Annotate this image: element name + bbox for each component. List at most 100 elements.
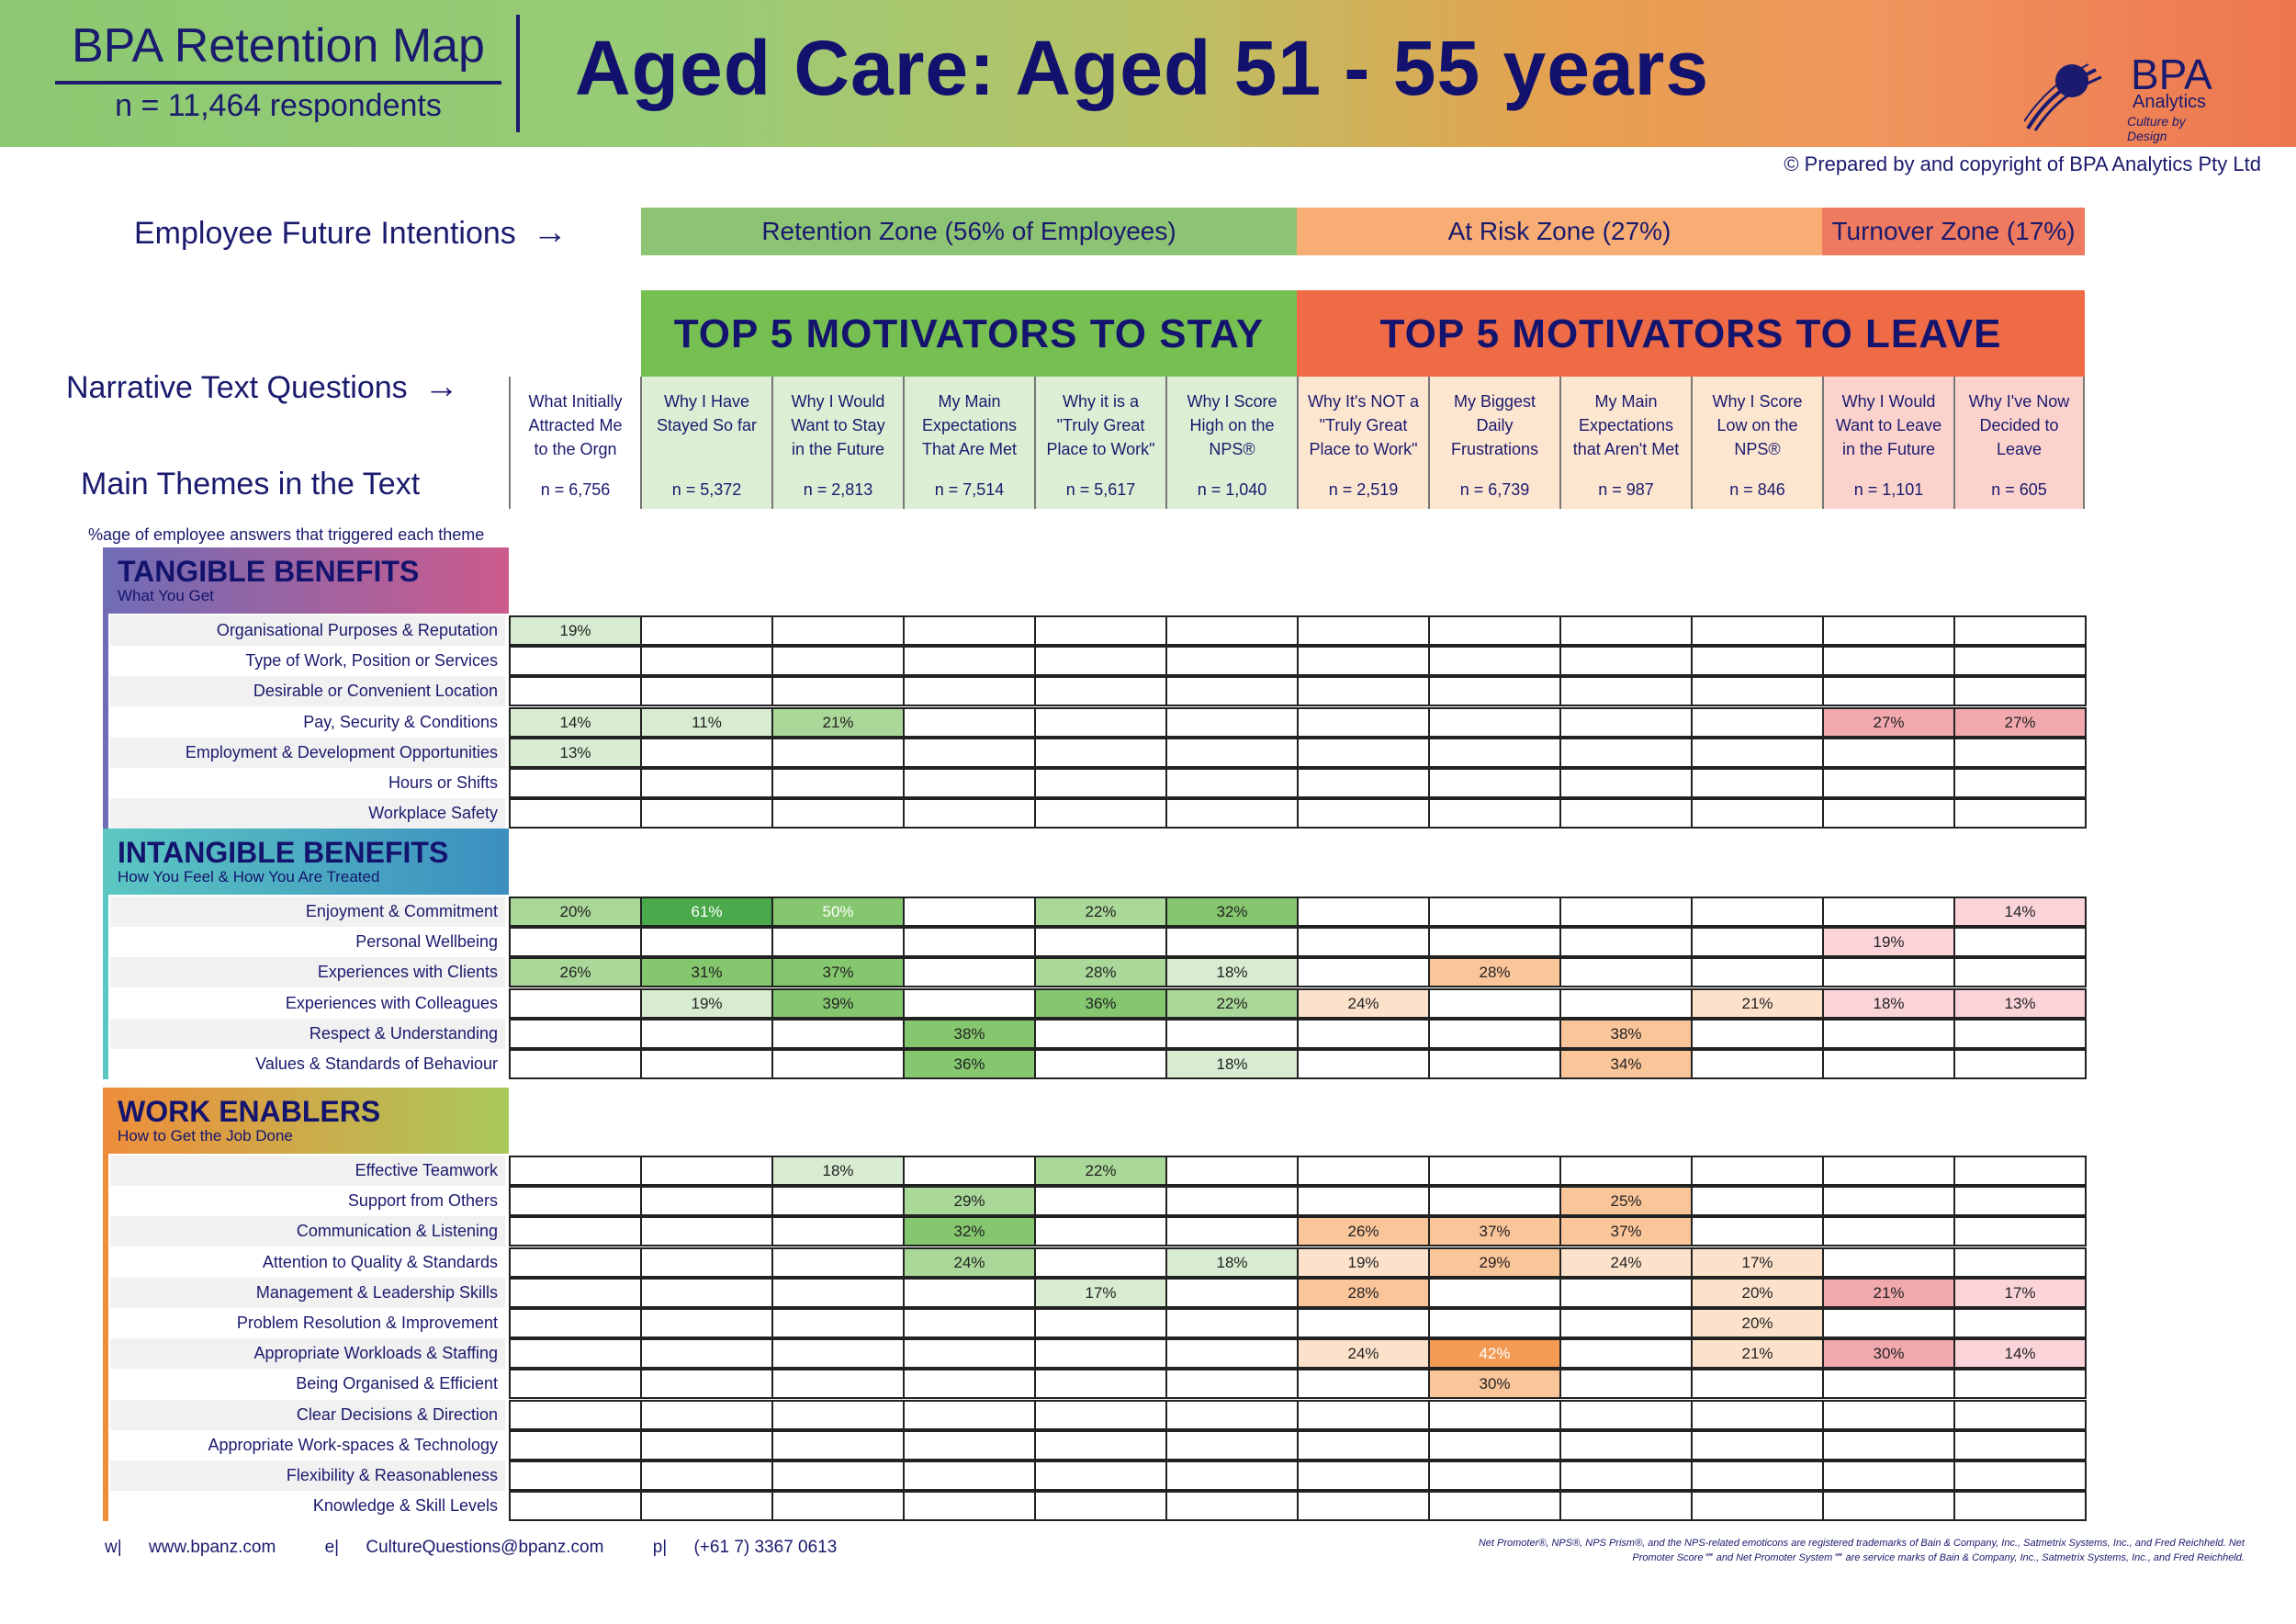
heatmap-cell <box>1297 768 1430 798</box>
question-column-header: Why I Have Stayed So far n = 5,372 <box>640 377 771 509</box>
heatmap-cell <box>1559 798 1693 829</box>
heatmap-cell <box>771 1186 905 1217</box>
heatmap-cell <box>1034 615 1167 646</box>
heatmap-cell <box>640 1399 773 1430</box>
narrative-questions-label: Narrative Text Questions → <box>66 367 459 407</box>
heatmap-cell <box>1559 646 1693 677</box>
question-text: Why It's NOT a "Truly Great Place to Wor… <box>1307 392 1420 458</box>
question-text: My Main Expectations that Aren't Met <box>1572 392 1680 458</box>
heatmap-cell <box>771 676 905 707</box>
theme-label: Hours or Shifts <box>388 773 498 792</box>
heatmap-cell <box>1034 676 1167 707</box>
heatmap-cell <box>1165 615 1299 646</box>
theme-label: Support from Others <box>347 1191 498 1211</box>
heatmap-cell <box>771 1491 905 1522</box>
turnover-zone: Turnover Zone (17%) <box>1822 208 2085 255</box>
contact-footer: w| www.bpanz.com e| CultureQuestions@bpa… <box>105 1538 881 1558</box>
theme-label: Type of Work, Position or Services <box>245 651 498 671</box>
heatmap-cell <box>1691 1186 1824 1217</box>
question-sample-size: n = 605 <box>1991 480 2047 499</box>
theme-label: Organisational Purposes & Reputation <box>110 615 505 646</box>
logo-tagline: Culture by Design <box>2127 114 2186 143</box>
heatmap-cell: 19% <box>1822 927 1955 958</box>
heatmap-cell: 27% <box>1822 706 1955 738</box>
heatmap-cell: 18% <box>1165 957 1299 988</box>
heatmap-cell <box>640 1369 773 1400</box>
heatmap-cell <box>1822 1460 1955 1491</box>
heatmap-cell: 13% <box>509 737 642 768</box>
heatmap-cell <box>1691 897 1824 927</box>
heatmap-cell <box>1034 1246 1167 1278</box>
heatmap-cell <box>1953 1186 2087 1217</box>
heatmap-cell <box>1953 646 2087 677</box>
heatmap-cell <box>1297 798 1430 829</box>
heatmap-cell <box>509 1277 642 1308</box>
heatmap-cell <box>771 927 905 958</box>
heatmap-cell <box>1559 1277 1693 1308</box>
question-sample-size: n = 5,372 <box>671 480 742 499</box>
category-header: WORK ENABLERS How to Get the Job Done <box>103 1088 509 1154</box>
heatmap-cell <box>1428 1049 1561 1079</box>
heatmap-cell <box>1559 1156 1693 1186</box>
heatmap-cell <box>903 1277 1036 1308</box>
heatmap-cell <box>903 676 1036 707</box>
heatmap-cell: 38% <box>903 1018 1036 1049</box>
heatmap-cell <box>1428 1308 1561 1338</box>
heatmap-cell <box>1165 737 1299 768</box>
category-side-bar <box>103 895 108 1080</box>
heatmap-cell <box>1953 1308 2087 1338</box>
heatmap-cell <box>640 798 773 829</box>
heatmap-cell <box>1953 1399 2087 1430</box>
theme-label: Values & Standards of Behaviour <box>255 1054 498 1073</box>
theme-label: Attention to Quality & Standards <box>262 1252 498 1271</box>
heatmap-cell <box>771 1429 905 1460</box>
heatmap-cell <box>903 615 1036 646</box>
heatmap-cell <box>1822 1429 1955 1460</box>
heatmap-cell <box>640 1460 773 1491</box>
theme-label: Knowledge & Skill Levels <box>312 1496 498 1516</box>
heatmap-cell: 29% <box>1428 1246 1561 1278</box>
heatmap-cell <box>771 1277 905 1308</box>
heatmap-cell: 11% <box>640 706 773 738</box>
right-arrow-icon: → <box>532 213 568 252</box>
heatmap-cell <box>1428 987 1561 1019</box>
heatmap-cell <box>1297 706 1430 738</box>
brand-title: BPA Retention Map <box>72 19 485 73</box>
heatmap-cell <box>771 615 905 646</box>
heatmap-cell <box>1034 706 1167 738</box>
website-link[interactable]: www.bpanz.com <box>148 1538 276 1557</box>
heatmap-cell <box>640 1246 773 1278</box>
theme-label: Communication & Listening <box>110 1216 505 1247</box>
email-link[interactable]: CultureQuestions@bpanz.com <box>366 1538 604 1557</box>
heatmap-cell <box>771 768 905 798</box>
bpa-logo: BPA Analytics Culture by Design <box>2024 50 2212 143</box>
question-column-header: My Biggest Daily Frustrations n = 6,739 <box>1428 377 1559 509</box>
heatmap-cell <box>1691 676 1824 707</box>
heatmap-cell <box>1165 676 1299 707</box>
main-themes-label: Main Themes in the Text <box>81 467 421 502</box>
heatmap-cell <box>1691 1460 1824 1491</box>
category-name: TANGIBLE BENEFITS <box>118 555 420 588</box>
heatmap-cell <box>1822 897 1955 927</box>
question-sample-size: n = 5,617 <box>1065 480 1136 499</box>
heatmap-cell <box>1165 768 1299 798</box>
category-subtitle: How You Feel & How You Are Treated <box>118 868 380 885</box>
heatmap-cell <box>640 1491 773 1522</box>
heatmap-cell: 24% <box>1297 987 1430 1019</box>
heatmap-cell: 26% <box>1297 1216 1430 1247</box>
question-sample-size: n = 1,101 <box>1853 480 1924 499</box>
heatmap-cell <box>903 798 1036 829</box>
heatmap-cell <box>1034 1369 1167 1400</box>
heatmap-cell: 21% <box>771 706 905 738</box>
heatmap-cell: 22% <box>1034 1156 1167 1186</box>
heatmap-cell: 20% <box>1691 1277 1824 1308</box>
heatmap-cell <box>1428 1460 1561 1491</box>
trademark-disclaimer: Net Promoter®, NPS®, NPS Prism®, and the… <box>1478 1538 2245 1563</box>
heatmap-cell <box>1559 927 1693 958</box>
heatmap-cell: 24% <box>1297 1338 1430 1370</box>
copyright-notice: © Prepared by and copyright of BPA Analy… <box>1784 152 2261 175</box>
heatmap-cell: 22% <box>1034 897 1167 927</box>
heatmap-cell <box>1953 615 2087 646</box>
heatmap-cell <box>640 1216 773 1247</box>
heatmap-cell <box>1691 957 1824 988</box>
